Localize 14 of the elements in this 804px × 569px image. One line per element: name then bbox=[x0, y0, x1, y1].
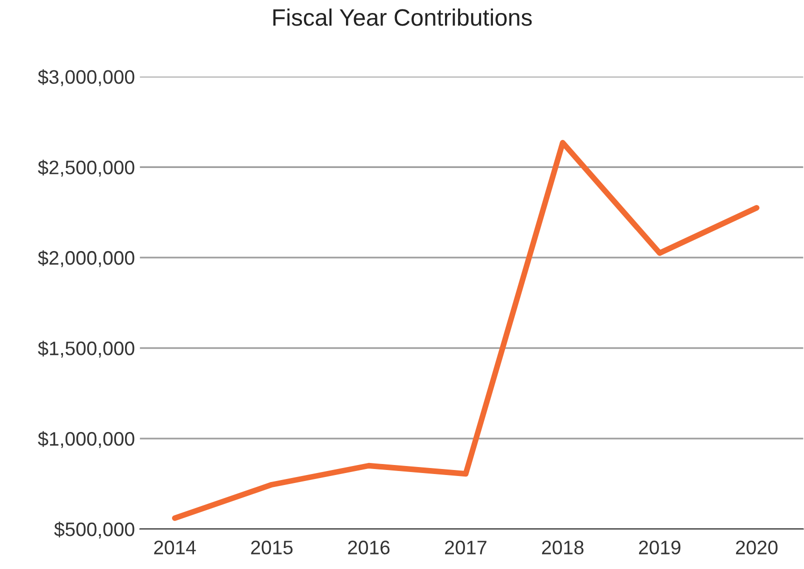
y-tick-label: $1,500,000 bbox=[38, 340, 134, 358]
chart-title: Fiscal Year Contributions bbox=[273, 8, 532, 26]
y-tick-label: $2,500,000 bbox=[38, 160, 134, 177]
x-tick-label: 2015 bbox=[251, 540, 293, 554]
x-tick-label: 2014 bbox=[154, 540, 196, 554]
y-tick-label: $1,000,000 bbox=[38, 431, 134, 448]
y-tick-label: $500,000 bbox=[54, 522, 134, 539]
x-tick-label: 2016 bbox=[348, 540, 390, 554]
x-tick-label: 2017 bbox=[445, 540, 486, 554]
x-tick-label: 2020 bbox=[736, 540, 778, 554]
x-tick-label: 2018 bbox=[542, 540, 584, 554]
y-tick-label: $3,000,000 bbox=[38, 69, 134, 86]
y-tick-label: $2,000,000 bbox=[38, 250, 134, 268]
x-tick-label: 2019 bbox=[639, 540, 680, 554]
